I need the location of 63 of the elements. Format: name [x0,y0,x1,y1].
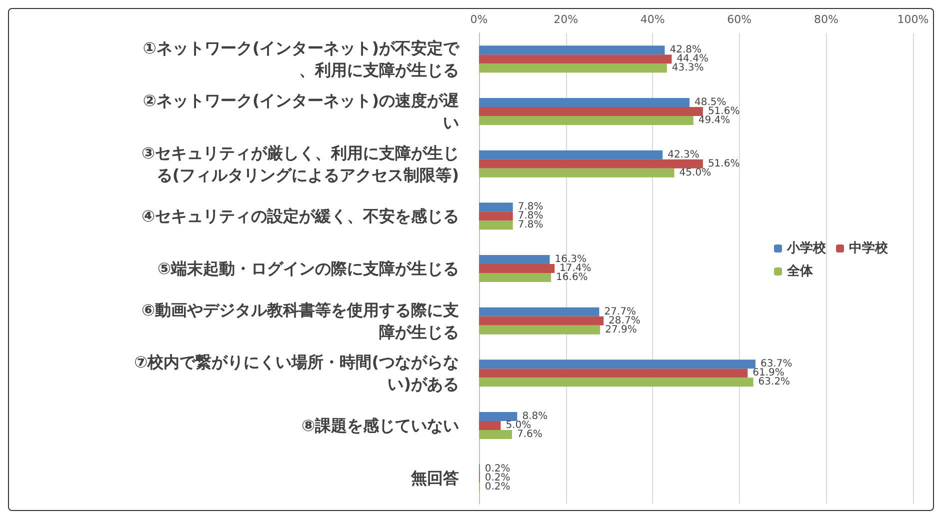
bar [479,412,518,421]
x-tick-label: 60% [727,13,752,26]
data-label: 0.2% [484,481,510,492]
data-label: 5.0% [506,420,532,431]
data-label: 0.2% [484,472,510,484]
x-tick-label: 40% [640,13,665,26]
y-tick-label: ④セキュリティの設定が緩く、不安を感じる [141,206,459,226]
bar [479,54,672,64]
data-label: 0.2% [484,463,510,474]
legend-label: 中学校 [849,240,889,256]
data-label: 16.6% [556,272,588,283]
bar [479,212,513,221]
data-label: 27.9% [605,324,637,336]
bar [479,264,555,273]
data-label: 43.3% [672,62,704,74]
y-tick-label: 無回答 [410,468,459,488]
bar [479,64,667,73]
data-label: 51.6% [708,158,740,170]
bar [479,378,754,387]
bar [479,421,501,430]
data-label: 42.3% [668,149,700,160]
bar [479,168,674,178]
x-tick-label: 20% [554,13,578,26]
data-label: 49.4% [698,115,730,126]
legend-label: 全体 [786,264,814,279]
y-tick-label: ③セキュリティが厳しく、利用に支障が生じる(フィルタリングによるアクセス制限等) [141,143,459,184]
data-label: 45.0% [679,167,712,178]
data-label: 17.4% [560,263,592,274]
x-tick-label: 0% [470,13,488,26]
bar [479,368,748,378]
bar [479,46,665,55]
data-label: 28.7% [608,315,640,326]
bar [479,360,756,369]
data-label: 8.8% [522,411,548,422]
data-label: 16.3% [554,254,587,265]
y-tick-label: ②ネットワーク(インターネット)の速度が遅い [142,91,459,132]
bar [479,98,690,107]
bar [479,430,512,439]
y-tick-label: ⑧課題を感じていない [301,416,459,435]
bar [479,202,513,212]
y-tick-label: ⑤端末起動・ログインの際に支障が生じる [157,259,459,278]
data-label: 63.2% [758,376,790,388]
y-tick-label: ⑥動画やデジタル教科書等を使用する際に支障が生じる [141,300,459,342]
legend-label: 小学校 [786,240,827,256]
data-label: 7.8% [518,220,544,231]
bar [479,107,703,116]
bar [479,116,694,125]
bar [479,273,552,282]
bar [479,159,703,168]
data-label: 27.7% [604,306,636,318]
bar [479,150,663,160]
y-tick-label: ⑦校内で繋がりにくい場所・時間(つながらない)がある [134,352,459,394]
data-label: 51.6% [708,106,740,117]
bar [479,255,550,264]
y-tick-label: ①ネットワーク(インターネット)が不安定で、利用に支障が生じる [142,38,460,80]
bar [479,316,604,326]
x-tick-label: 80% [814,13,838,26]
bar [479,325,600,334]
bar [479,220,513,230]
data-label: 48.5% [694,97,726,108]
data-label: 7.6% [516,429,542,440]
bar [479,307,600,316]
x-tick-label: 100% [897,13,929,26]
